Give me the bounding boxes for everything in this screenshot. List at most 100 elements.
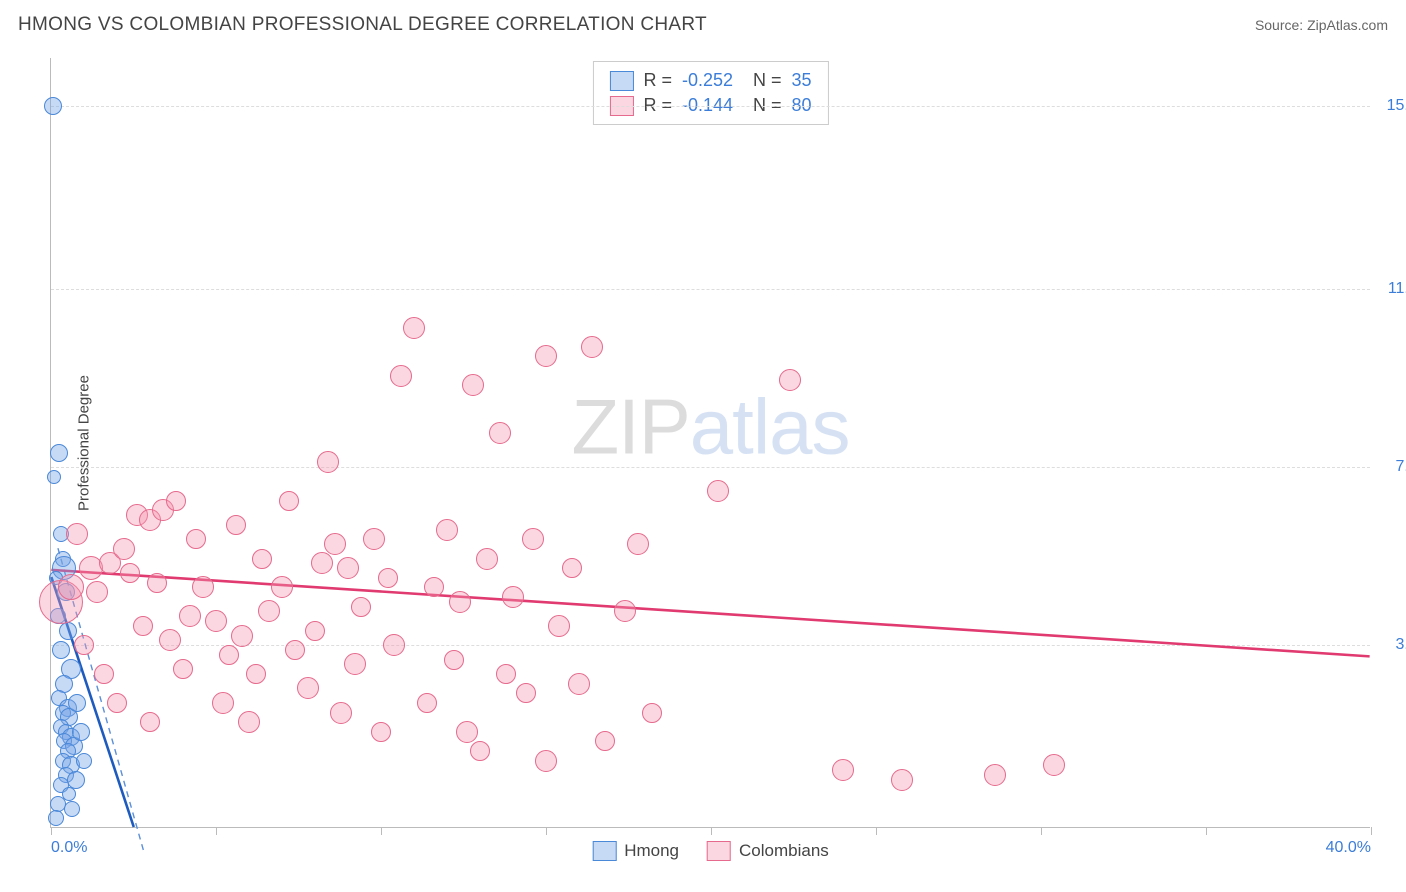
colombians-point xyxy=(173,659,193,679)
colombians-point xyxy=(192,576,214,598)
x-tick xyxy=(51,827,52,835)
colombians-point xyxy=(258,600,280,622)
x-tick xyxy=(711,827,712,835)
colombians-point xyxy=(107,693,127,713)
x-tick xyxy=(216,827,217,835)
colombians-point xyxy=(535,345,557,367)
hmong-point xyxy=(44,97,62,115)
grid-line xyxy=(51,467,1370,468)
colombians-point xyxy=(212,692,234,714)
colombians-point xyxy=(159,629,181,651)
chart-title: HMONG VS COLOMBIAN PROFESSIONAL DEGREE C… xyxy=(18,14,707,36)
colombians-point xyxy=(436,519,458,541)
colombians-point xyxy=(832,759,854,781)
colombians-point xyxy=(344,653,366,675)
colombians-point xyxy=(496,664,516,684)
colombians-point xyxy=(891,769,913,791)
colombians-point xyxy=(205,610,227,632)
colombians-point xyxy=(417,693,437,713)
hmong-point xyxy=(67,771,85,789)
colombians-point xyxy=(568,673,590,695)
colombians-point xyxy=(456,721,478,743)
colombians-point xyxy=(58,574,84,600)
hmong-point xyxy=(48,810,64,826)
source-attribution: Source: ZipAtlas.com xyxy=(1255,17,1388,33)
colombians-point xyxy=(627,533,649,555)
grid-line xyxy=(51,106,1370,107)
colombians-point xyxy=(94,664,114,684)
legend-swatch xyxy=(609,71,633,91)
colombians-point xyxy=(371,722,391,742)
x-tick xyxy=(1371,827,1372,835)
colombians-point xyxy=(86,581,108,603)
colombians-point xyxy=(66,523,88,545)
hmong-point xyxy=(47,470,61,484)
colombians-point xyxy=(403,317,425,339)
series-legend: HmongColombians xyxy=(592,841,829,861)
hmong-point xyxy=(50,444,68,462)
y-axis-label: Professional Degree xyxy=(75,375,92,511)
colombians-point xyxy=(324,533,346,555)
colombians-point xyxy=(522,528,544,550)
colombians-point xyxy=(226,515,246,535)
x-tick xyxy=(1206,827,1207,835)
colombians-point xyxy=(462,374,484,396)
colombians-point xyxy=(984,764,1006,786)
colombians-point xyxy=(330,702,352,724)
colombians-point xyxy=(297,677,319,699)
correlation-legend: R = -0.252 N = 35 R = -0.144 N = 80 xyxy=(592,61,828,125)
colombians-point xyxy=(707,480,729,502)
colombians-point xyxy=(444,650,464,670)
scatter-chart: Professional Degree ZIPatlas R = -0.252 … xyxy=(50,58,1370,828)
legend-row-hmong: R = -0.252 N = 35 xyxy=(609,68,811,93)
grid-line xyxy=(51,645,1370,646)
colombians-point xyxy=(614,600,636,622)
colombians-point xyxy=(120,563,140,583)
hmong-point xyxy=(52,641,70,659)
colombians-point xyxy=(311,552,333,574)
colombians-point xyxy=(562,558,582,578)
hmong-point xyxy=(68,694,86,712)
x-tick xyxy=(381,827,382,835)
colombians-point xyxy=(133,616,153,636)
y-tick-label: 3.8% xyxy=(1396,636,1406,654)
hmong-point xyxy=(64,801,80,817)
colombians-point xyxy=(470,741,490,761)
colombians-point xyxy=(252,549,272,569)
colombians-point xyxy=(219,645,239,665)
colombians-point xyxy=(489,422,511,444)
grid-line xyxy=(51,289,1370,290)
colombians-point xyxy=(449,591,471,613)
colombians-point xyxy=(424,577,444,597)
colombians-point xyxy=(1043,754,1065,776)
colombians-point xyxy=(476,548,498,570)
colombians-point xyxy=(246,664,266,684)
x-tick xyxy=(546,827,547,835)
colombians-point xyxy=(351,597,371,617)
colombians-point xyxy=(378,568,398,588)
x-tick xyxy=(1041,827,1042,835)
x-tick xyxy=(876,827,877,835)
colombians-point xyxy=(140,712,160,732)
legend-swatch xyxy=(592,841,616,861)
colombians-point xyxy=(186,529,206,549)
colombians-point xyxy=(363,528,385,550)
colombians-point xyxy=(74,635,94,655)
x-tick-label: 40.0% xyxy=(1326,839,1371,857)
colombians-point xyxy=(516,683,536,703)
colombians-point xyxy=(147,573,167,593)
legend-swatch xyxy=(707,841,731,861)
x-tick-label: 0.0% xyxy=(51,839,87,857)
colombians-point xyxy=(271,576,293,598)
colombians-point xyxy=(337,557,359,579)
colombians-point xyxy=(581,336,603,358)
colombians-point xyxy=(595,731,615,751)
hmong-point xyxy=(50,796,66,812)
y-tick-label: 15.0% xyxy=(1387,97,1406,115)
colombians-point xyxy=(548,615,570,637)
colombians-point xyxy=(305,621,325,641)
colombians-point xyxy=(166,491,186,511)
colombians-point xyxy=(535,750,557,772)
legend-item-colombians: Colombians xyxy=(707,841,829,861)
watermark: ZIPatlas xyxy=(571,382,849,473)
